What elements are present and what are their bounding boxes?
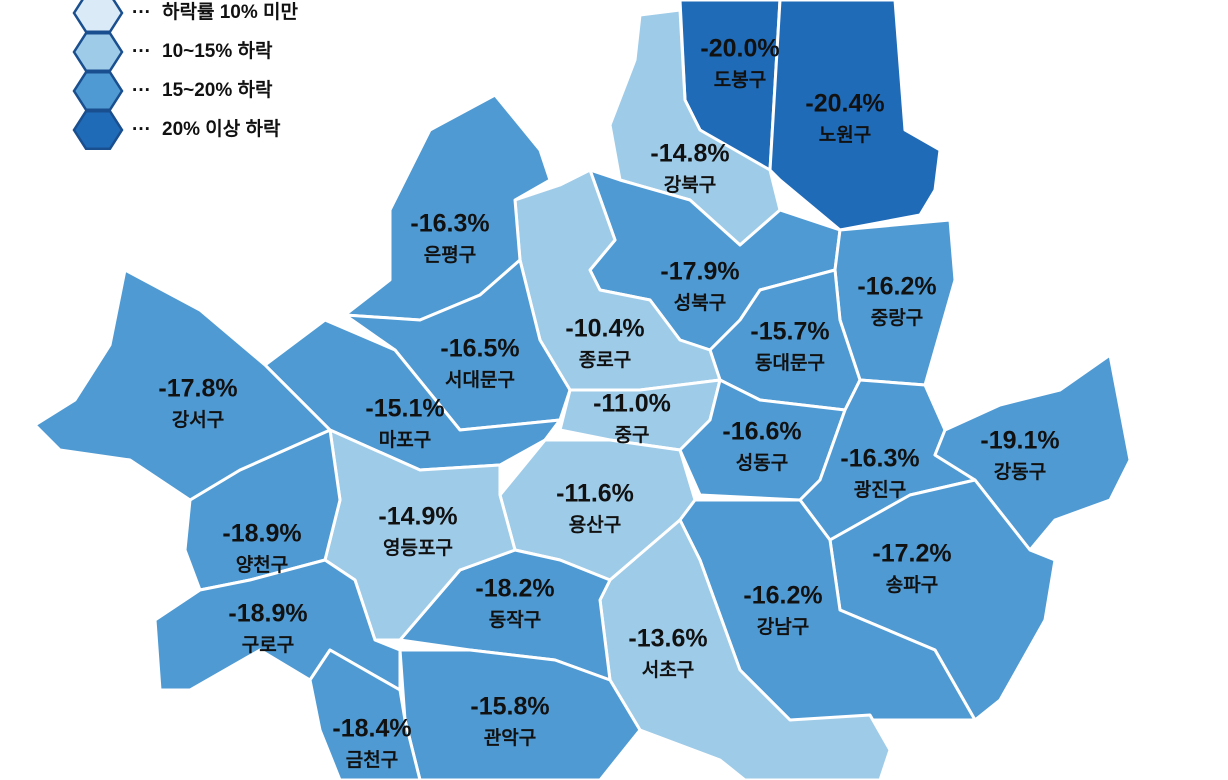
district — [308, 648, 422, 780]
district — [343, 93, 552, 322]
district-value: -13.6% — [628, 625, 707, 653]
district — [933, 353, 1132, 552]
district-value: -16.3% — [840, 445, 919, 473]
district-name: 구로구 — [242, 635, 294, 656]
district-name: 강동구 — [994, 461, 1046, 483]
legend-label: 하락률 10% 미만 — [162, 1, 299, 23]
legend-swatch — [72, 32, 124, 72]
district-value: -15.7% — [750, 318, 829, 346]
district-name: 서초구 — [642, 659, 694, 681]
district — [598, 518, 892, 780]
district-value: -14.9% — [378, 503, 457, 531]
district-value: -16.5% — [440, 335, 519, 363]
district-name: 동대문구 — [755, 352, 825, 374]
district-name: 강남구 — [757, 616, 809, 638]
district-value: -17.8% — [158, 375, 237, 403]
district-name: 양천구 — [236, 554, 288, 576]
legend-separator: ··· — [132, 119, 151, 140]
district-name: 은평구 — [424, 244, 476, 266]
district-value: -16.6% — [722, 418, 801, 446]
legend-separator: ··· — [132, 2, 151, 23]
district-value: -18.9% — [228, 600, 307, 628]
district-value: -17.9% — [660, 258, 739, 286]
district-name: 종로구 — [579, 350, 631, 371]
district-value: -11.0% — [593, 390, 671, 418]
district-value: -16.3% — [410, 210, 489, 238]
district-name: 동작구 — [489, 609, 541, 631]
district-name: 중구 — [615, 425, 650, 446]
district — [153, 558, 402, 692]
district-value: -19.1% — [980, 427, 1059, 455]
district-name: 노원구 — [819, 124, 871, 146]
district-name: 강북구 — [664, 174, 716, 196]
district-name: 중랑구 — [871, 307, 923, 329]
district-value: -15.1% — [365, 395, 444, 423]
district-value: -16.2% — [857, 273, 936, 301]
legend-swatch — [72, 71, 124, 111]
legend-separator: ··· — [132, 80, 151, 101]
legend-swatch — [72, 0, 124, 33]
district-name: 용산구 — [569, 514, 621, 536]
district-value: -16.2% — [743, 582, 822, 610]
district-name: 도봉구 — [714, 69, 766, 91]
district-value: -14.8% — [650, 140, 729, 168]
district-name: 금천구 — [346, 749, 398, 771]
district-name: 관악구 — [484, 727, 536, 749]
legend-swatch — [72, 110, 124, 150]
legend-label: 10~15% 하락 — [162, 40, 273, 62]
district-value: -17.2% — [872, 540, 951, 568]
district-name: 서대문구 — [445, 369, 515, 391]
district-value: -18.4% — [332, 715, 411, 743]
legend-separator: ··· — [132, 41, 151, 62]
district-value: -10.4% — [565, 315, 644, 343]
district-name: 광진구 — [854, 479, 906, 501]
district-name: 성북구 — [674, 292, 726, 314]
district-name: 송파구 — [886, 574, 938, 596]
district-value: -11.6% — [556, 480, 634, 508]
district-name: 마포구 — [379, 429, 431, 451]
legend-label: 20% 이상 하락 — [162, 118, 281, 140]
district — [768, 0, 942, 232]
district-value: -18.9% — [222, 520, 301, 548]
legend-label: 15~20% 하락 — [162, 79, 273, 101]
district-value: -20.4% — [805, 90, 884, 118]
district-value: -20.0% — [700, 35, 779, 63]
district-name: 강서구 — [172, 409, 224, 431]
district-value: -18.2% — [475, 575, 554, 603]
district-name: 성동구 — [736, 452, 788, 474]
district-value: -15.8% — [470, 693, 549, 721]
district — [33, 268, 332, 502]
district-name: 영등포구 — [383, 537, 453, 559]
